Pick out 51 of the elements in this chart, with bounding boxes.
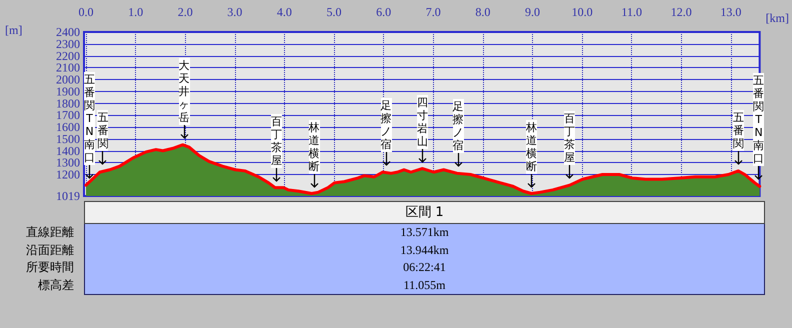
annotation: 大天井ヶ岳 (178, 58, 190, 125)
y-tick-label: 1200 (56, 168, 80, 182)
annotation: 五番関TN南口 (753, 73, 764, 166)
x-tick-label: 6.0 (376, 5, 392, 19)
y-tick-label: 1500 (56, 132, 80, 146)
y-tick-label: 2100 (56, 60, 80, 75)
annotation: 五番関 (732, 110, 744, 151)
y-tick-label: 1800 (56, 96, 80, 110)
annotation: 林道横断 (308, 120, 320, 174)
text: 06:22:41 (403, 260, 446, 274)
x-tick-label: 8.0 (475, 5, 490, 19)
y-tick-label: 1600 (56, 120, 80, 134)
annotation: 四寸岩山 (416, 94, 428, 149)
x-axis-title: [km] (766, 11, 790, 25)
y-tick-label: 1700 (56, 108, 80, 122)
y-tick-label: 1019 (56, 189, 80, 203)
y-tick-label: 2200 (56, 48, 80, 63)
text: 13.571km (400, 225, 449, 239)
annotation: 五番関 (97, 110, 108, 151)
text: 13.944km (400, 242, 449, 256)
y-tick-label: 1300 (56, 156, 80, 170)
x-tick-label: 11.0 (621, 5, 642, 19)
category-label: 直線距離 (25, 224, 74, 241)
category-label: 所要時間 (25, 259, 74, 276)
x-tick-label: 5.0 (326, 5, 342, 19)
x-tick-label: 3.0 (227, 5, 242, 19)
x-tick-label: 10.0 (572, 5, 593, 19)
y-tick-label: 2000 (56, 72, 80, 86)
y-tick-label: 2300 (56, 36, 80, 51)
y-axis-title: [m] (5, 23, 22, 37)
category-label: 標高差 (37, 276, 74, 294)
x-tick-label: 0.0 (78, 5, 94, 19)
y-tick-label: 1900 (56, 84, 80, 98)
category-label: 沿面距離 (25, 242, 74, 258)
x-tick-label: 13.0 (720, 5, 742, 19)
annotation: 林道横断 (526, 120, 537, 174)
y-tick-label: 1400 (56, 144, 80, 158)
annotation: 百丁茶屋 (564, 111, 576, 166)
annotation: 五番関TN南口 (84, 72, 95, 166)
y-tick-label: 2400 (56, 25, 80, 39)
x-tick-label: 9.0 (524, 5, 540, 19)
x-tick-label: 1.0 (128, 5, 144, 19)
x-tick-label: 7.0 (426, 5, 441, 19)
annotation: 足擦ノ宿 (380, 98, 392, 152)
annotation: 百丁茶屋 (270, 114, 282, 168)
x-tick-label: 2.0 (178, 5, 193, 19)
x-tick-label: 12.0 (670, 5, 692, 19)
text: 11.055m (404, 278, 446, 292)
annotation: 足擦ノ宿 (452, 99, 464, 154)
x-tick-label: 4.0 (276, 5, 292, 19)
text: 区間 1 (84, 201, 765, 224)
